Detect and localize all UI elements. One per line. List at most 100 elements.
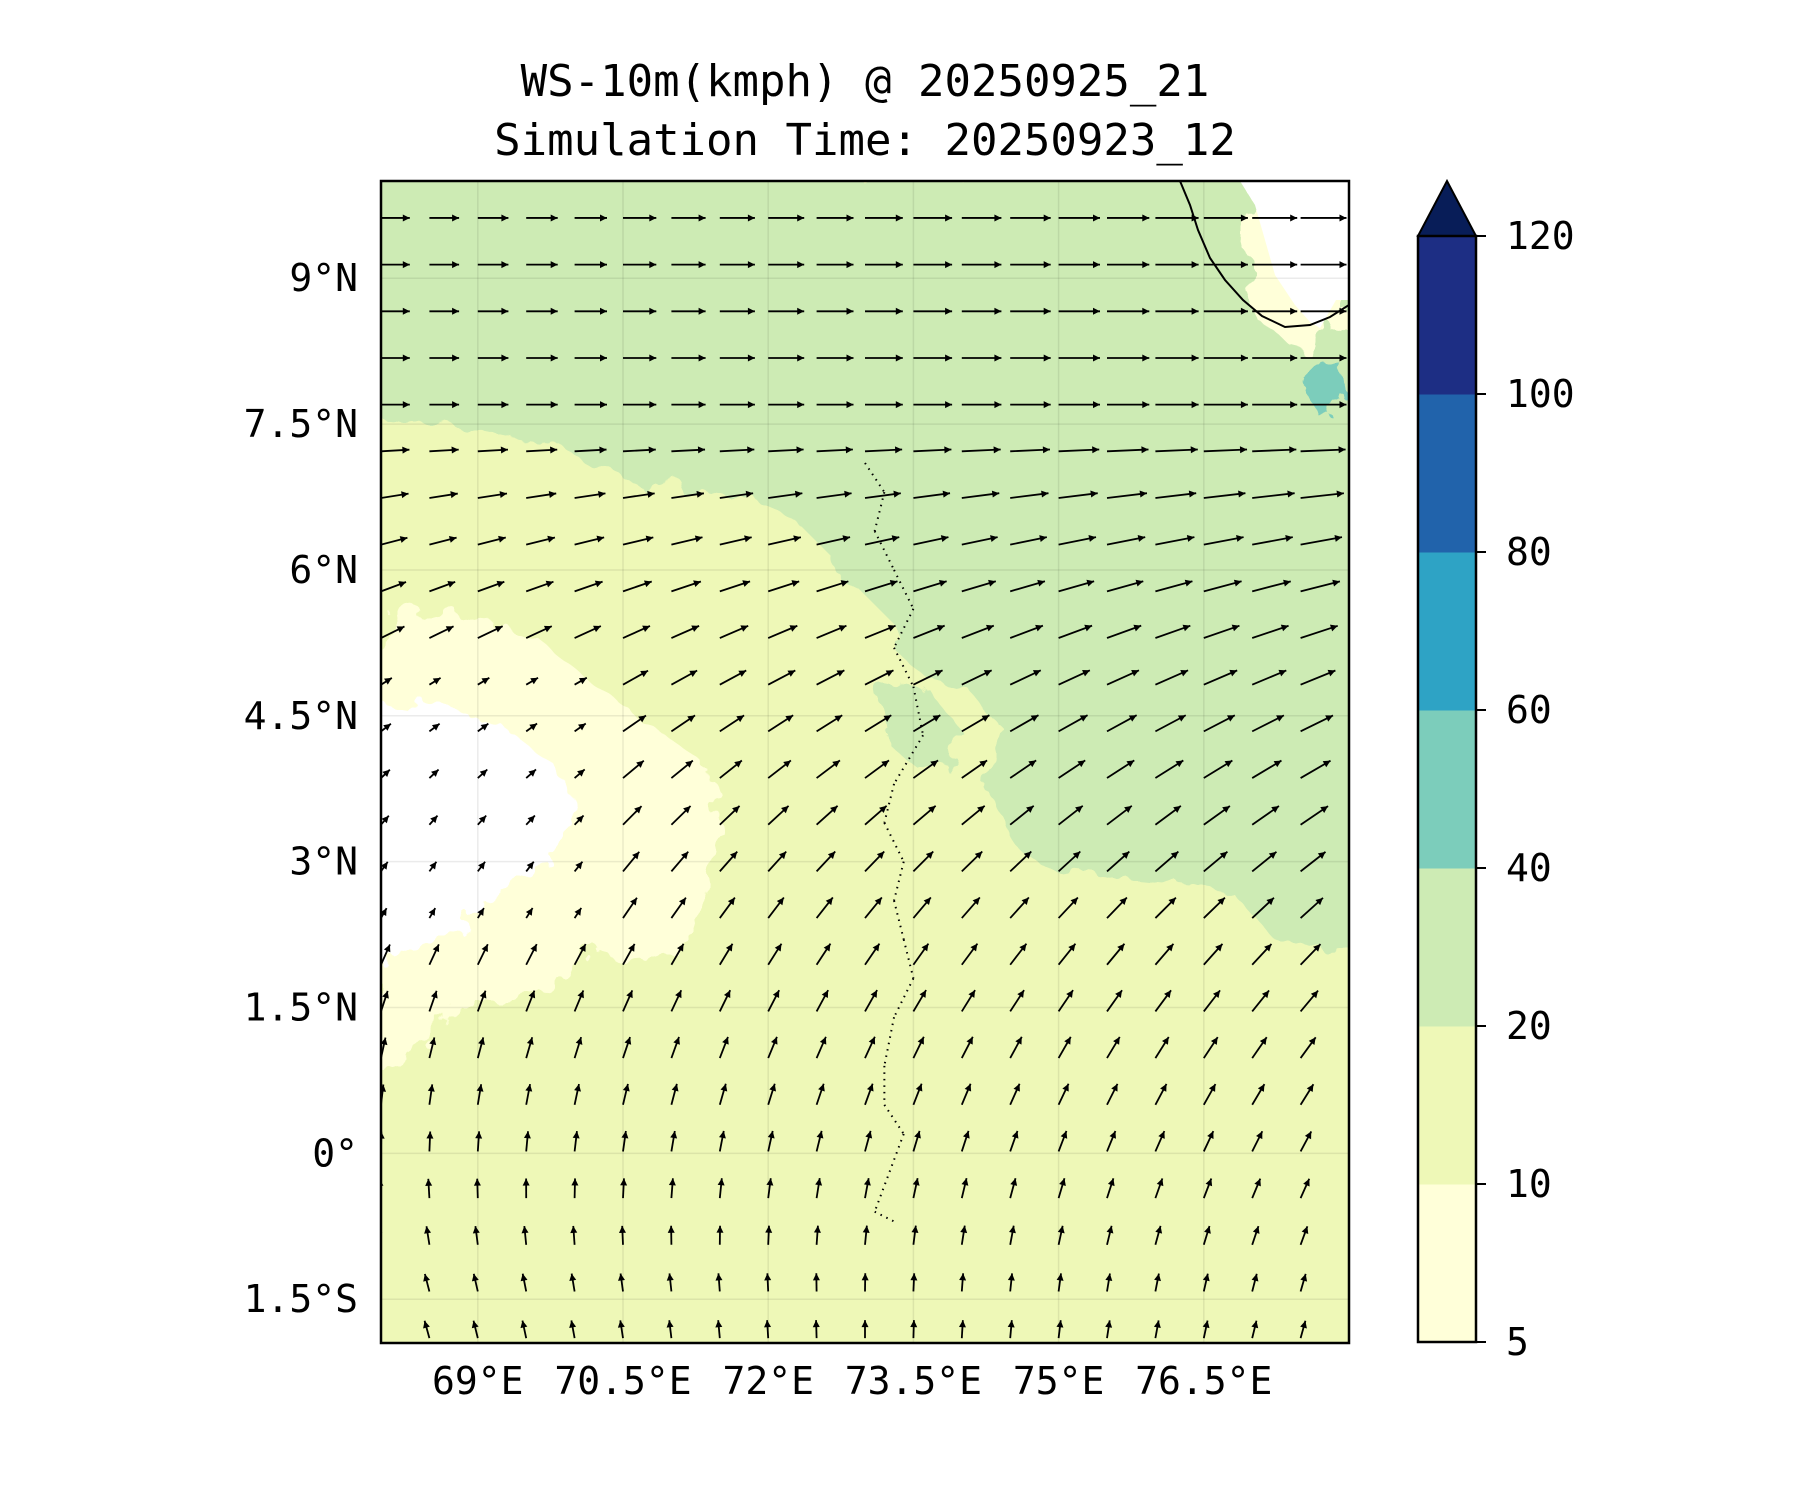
wind-arrow [815,1036,827,1059]
wind-arrow [719,401,755,409]
wind-arrow [1009,850,1032,873]
wind-arrow [1007,1320,1015,1339]
wind-arrow [574,307,607,315]
wind-arrow [1155,490,1197,499]
wind-arrow [477,580,505,593]
wind-arrow [961,214,1002,222]
wind-arrow [816,714,843,733]
wind-arrow [913,579,947,593]
wind-arrow [477,768,488,779]
wind-arrow [428,861,438,872]
wind-arrow [1203,446,1248,454]
wind-arrow [766,1178,774,1199]
wind-arrow [1299,1130,1313,1152]
wind-arrow [1348,777,1349,779]
wind-arrow [1154,1273,1161,1292]
wind-arrow [622,1036,632,1059]
longitude-axis: 69°E 70.5°E 72°E 73.5°E 75°E 76.5°E [432,1359,1272,1403]
wind-arrow [718,1036,729,1059]
wind-arrow [476,1037,485,1059]
wind-arrow [1251,669,1287,686]
wind-arrow [1058,261,1100,269]
wind-arrow [912,805,937,826]
wind-arrow [671,580,702,593]
wind-arrow [1058,446,1100,454]
lat-tick-label: 3°N [289,840,358,884]
wind-arrow [526,261,558,269]
wind-arrow [571,1178,579,1199]
wind-arrow [1106,535,1146,546]
wind-arrow [424,1226,432,1245]
wind-arrow [1299,1273,1308,1292]
wind-arrow [622,580,653,593]
wind-arrow [1107,307,1150,315]
wind-arrow [1107,261,1150,269]
wind-arrow [864,943,881,966]
wind-arrow [477,722,489,733]
wind-arrow [1348,1149,1349,1152]
wind-arrow [429,214,460,222]
wind-arrow [1203,1036,1219,1059]
wind-arrow [1349,214,1396,221]
wind-arrow [767,1083,777,1106]
wind-arrow [816,759,841,779]
wind-arrow [864,1130,873,1152]
wind-arrow [816,624,847,639]
wind-arrow [813,1225,821,1245]
wind-arrow [719,535,752,546]
wind-arrow [1203,490,1246,499]
wind-arrow [1009,1177,1018,1199]
wind-arrow [865,261,903,269]
wind-arrow [1155,624,1191,639]
wind-arrow [667,1225,675,1245]
wind-arrow [622,669,649,686]
wind-arrow [525,722,538,733]
wind-arrow [1154,989,1172,1012]
wind-arrow [1203,1083,1217,1106]
wind-arrow [719,669,747,686]
atoll-segment [873,530,895,571]
wind-arrow [574,768,586,779]
wind-arrow [1058,401,1100,409]
wind-arrow [1348,730,1349,732]
wind-arrow [1106,1083,1119,1106]
wind-arrow [666,1320,674,1339]
wind-arrow [1252,261,1298,269]
wind-arrow [622,989,634,1012]
wind-arrow [1203,401,1248,409]
wind-arrow [816,214,854,222]
wind-arrow [1300,261,1347,269]
wind-arrow [426,1131,434,1152]
wind-arrow [767,989,780,1012]
wind-arrow [1010,354,1051,362]
wind-arrow [861,1320,869,1339]
wind-arrow [525,580,554,593]
wind-arrow [381,491,409,499]
wind-arrow [572,1131,580,1152]
wind-arrow [525,990,536,1012]
wind-arrow [715,1273,723,1292]
wind-arrow [768,354,805,362]
wind-arrow [1057,896,1079,919]
wind-arrow [477,354,509,362]
wind-arrow [1299,1083,1315,1106]
wind-arrow [477,261,509,269]
wind-arrow [429,261,460,269]
colorbar-segment [1418,1026,1476,1185]
wind-arrow [1348,870,1349,872]
wind-arrow [1251,851,1278,873]
wind-arrow [961,850,983,873]
wind-arrow [1009,624,1044,639]
wind-arrow [1155,214,1199,222]
wind-arrow [622,851,640,872]
wind-arrow [1203,669,1238,686]
wind-arrow [523,1131,531,1152]
wind-arrow [1251,624,1289,639]
wind-arrow [1348,823,1349,825]
wind-arrow [864,624,896,639]
wind-arrow [429,446,459,454]
wind-arrow [1105,1273,1113,1292]
wind-arrow [425,1178,433,1199]
wind-arrow [381,261,410,269]
lat-tick-label: 1.5°N [244,986,358,1030]
